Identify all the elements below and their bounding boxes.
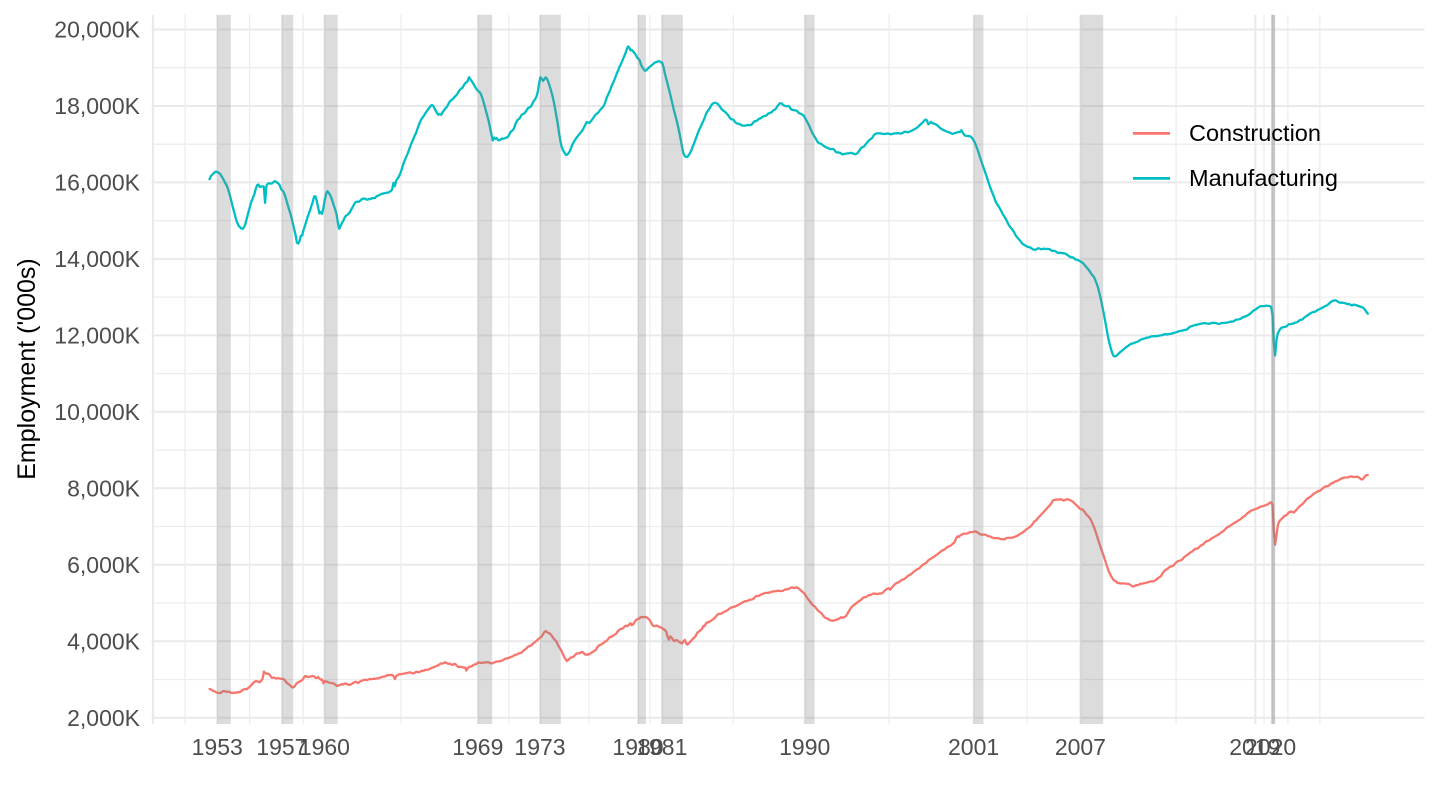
svg-text:18,000K: 18,000K [54, 93, 140, 119]
svg-text:12,000K: 12,000K [54, 323, 140, 349]
svg-text:Construction: Construction [1189, 120, 1321, 146]
svg-text:1957: 1957 [256, 734, 307, 760]
svg-text:6,000K: 6,000K [67, 552, 141, 578]
svg-text:10,000K: 10,000K [54, 399, 140, 425]
svg-text:20,000K: 20,000K [54, 17, 140, 43]
svg-text:1973: 1973 [514, 734, 565, 760]
svg-text:1980: 1980 [612, 734, 663, 760]
svg-text:2,000K: 2,000K [67, 705, 141, 731]
svg-text:2001: 2001 [948, 734, 999, 760]
svg-text:2007: 2007 [1055, 734, 1106, 760]
svg-text:8,000K: 8,000K [67, 476, 141, 502]
svg-text:1981: 1981 [636, 734, 687, 760]
svg-text:1990: 1990 [779, 734, 830, 760]
svg-text:4,000K: 4,000K [67, 628, 141, 654]
svg-text:1953: 1953 [192, 734, 243, 760]
svg-text:1960: 1960 [299, 734, 350, 760]
svg-text:14,000K: 14,000K [54, 246, 140, 272]
svg-text:2020: 2020 [1245, 734, 1296, 760]
svg-text:2019: 2019 [1229, 734, 1280, 760]
svg-text:1969: 1969 [452, 734, 503, 760]
svg-text:Employment ('000s): Employment ('000s) [13, 258, 41, 480]
svg-text:Manufacturing: Manufacturing [1189, 165, 1338, 191]
svg-text:16,000K: 16,000K [54, 170, 140, 196]
